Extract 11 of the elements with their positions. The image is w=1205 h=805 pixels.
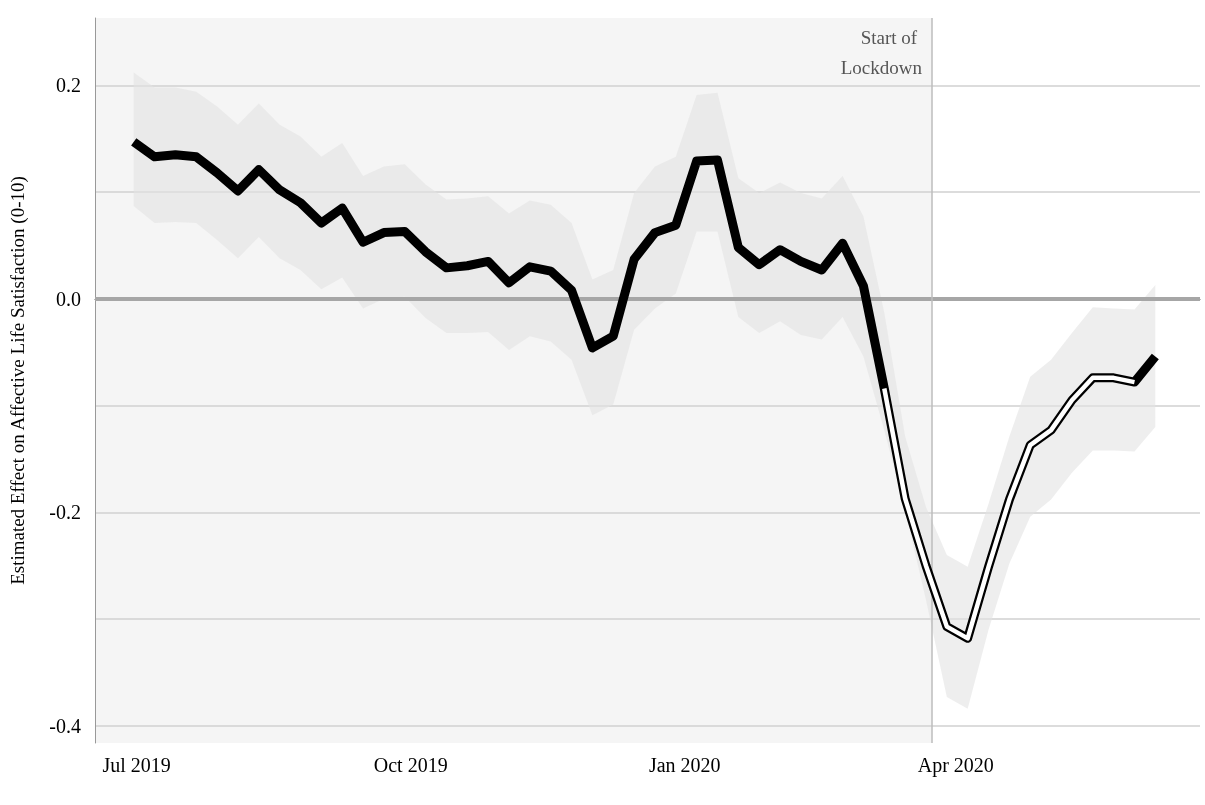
line-series [882,375,1137,641]
x-tick-label: Oct 2019 [373,754,448,776]
x-tick-label: Apr 2020 [917,754,994,777]
y-tick-label: -0.2 [49,501,81,524]
x-tick-label: Jan 2020 [648,754,721,776]
y-tick-label: -0.4 [49,714,81,737]
y-axis-title: Estimated Effect on Affective Life Satisfaction (0-10) [7,176,29,585]
ref-line-label: Start of Lockdown [840,26,923,78]
x-tick-label: Jul 2019 [102,754,171,776]
y-tick-label: 0.0 [56,287,81,310]
y-tick-label: 0.2 [56,74,81,97]
